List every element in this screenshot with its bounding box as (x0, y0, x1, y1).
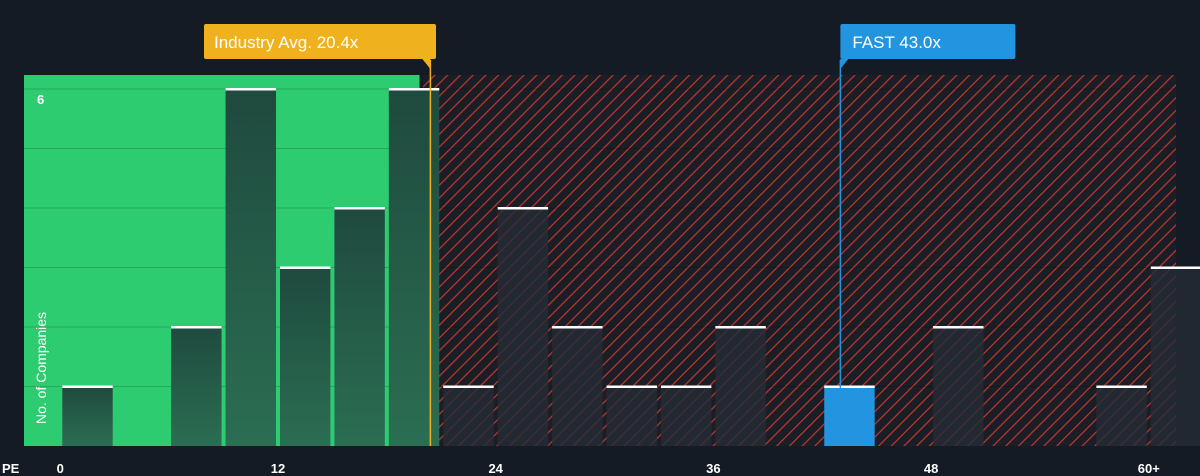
industry-avg-label: Industry Avg. 20.4x (214, 33, 359, 52)
histogram-bar-cap (279, 266, 331, 269)
histogram-bar (171, 327, 222, 446)
company-pe-callout-pointer (840, 59, 849, 69)
industry-avg-callout (204, 24, 436, 59)
histogram-bar (334, 208, 385, 446)
histogram-bar-cap (443, 385, 494, 388)
histogram-bar-cap (334, 207, 385, 210)
histogram-bar (497, 208, 549, 446)
histogram-bar-cap (715, 326, 766, 329)
histogram-bar (62, 386, 113, 446)
y-axis-title: No. of Companies (33, 312, 49, 424)
x-tick-label: 0 (57, 461, 64, 476)
x-tick-label: 12 (271, 461, 285, 476)
histogram-bar (824, 386, 875, 446)
histogram-bar-cap (225, 88, 276, 91)
x-tick-label: 48 (924, 461, 938, 476)
x-tick-label: 24 (488, 461, 503, 476)
histogram-bar (933, 327, 984, 446)
histogram-bar-cap (1150, 266, 1200, 269)
histogram-bar (606, 386, 657, 446)
company-pe-callout (840, 24, 1016, 59)
histogram-bar-cap (171, 326, 222, 329)
histogram-bar-cap (606, 385, 657, 388)
histogram-bar (1096, 386, 1147, 446)
x-tick-label: 36 (706, 461, 720, 476)
histogram-bar (443, 386, 494, 446)
histogram-bar-cap (62, 385, 113, 388)
histogram-bar (660, 386, 712, 446)
histogram-bar-cap (933, 326, 984, 329)
histogram-bar-cap (388, 88, 440, 91)
industry-avg-callout-pointer (422, 59, 431, 69)
histogram-bar (715, 327, 766, 446)
histogram-bar (225, 89, 276, 446)
overvalued-zone (423, 75, 1176, 446)
histogram-bar-cap (660, 385, 712, 388)
x-tick-label: 60+ (1138, 461, 1160, 476)
histogram-bar (1150, 267, 1200, 446)
y-tick-label: 6 (37, 92, 44, 107)
company-pe-label: FAST 43.0x (852, 33, 941, 52)
histogram-bar-cap (1096, 385, 1147, 388)
histogram-bar-cap (497, 207, 549, 210)
x-axis-title: PE (2, 461, 20, 476)
histogram-bar (552, 327, 603, 446)
histogram-bar-cap (824, 385, 875, 388)
histogram-bar (279, 267, 331, 446)
histogram-bar (388, 89, 440, 446)
histogram-bar-cap (552, 326, 603, 329)
